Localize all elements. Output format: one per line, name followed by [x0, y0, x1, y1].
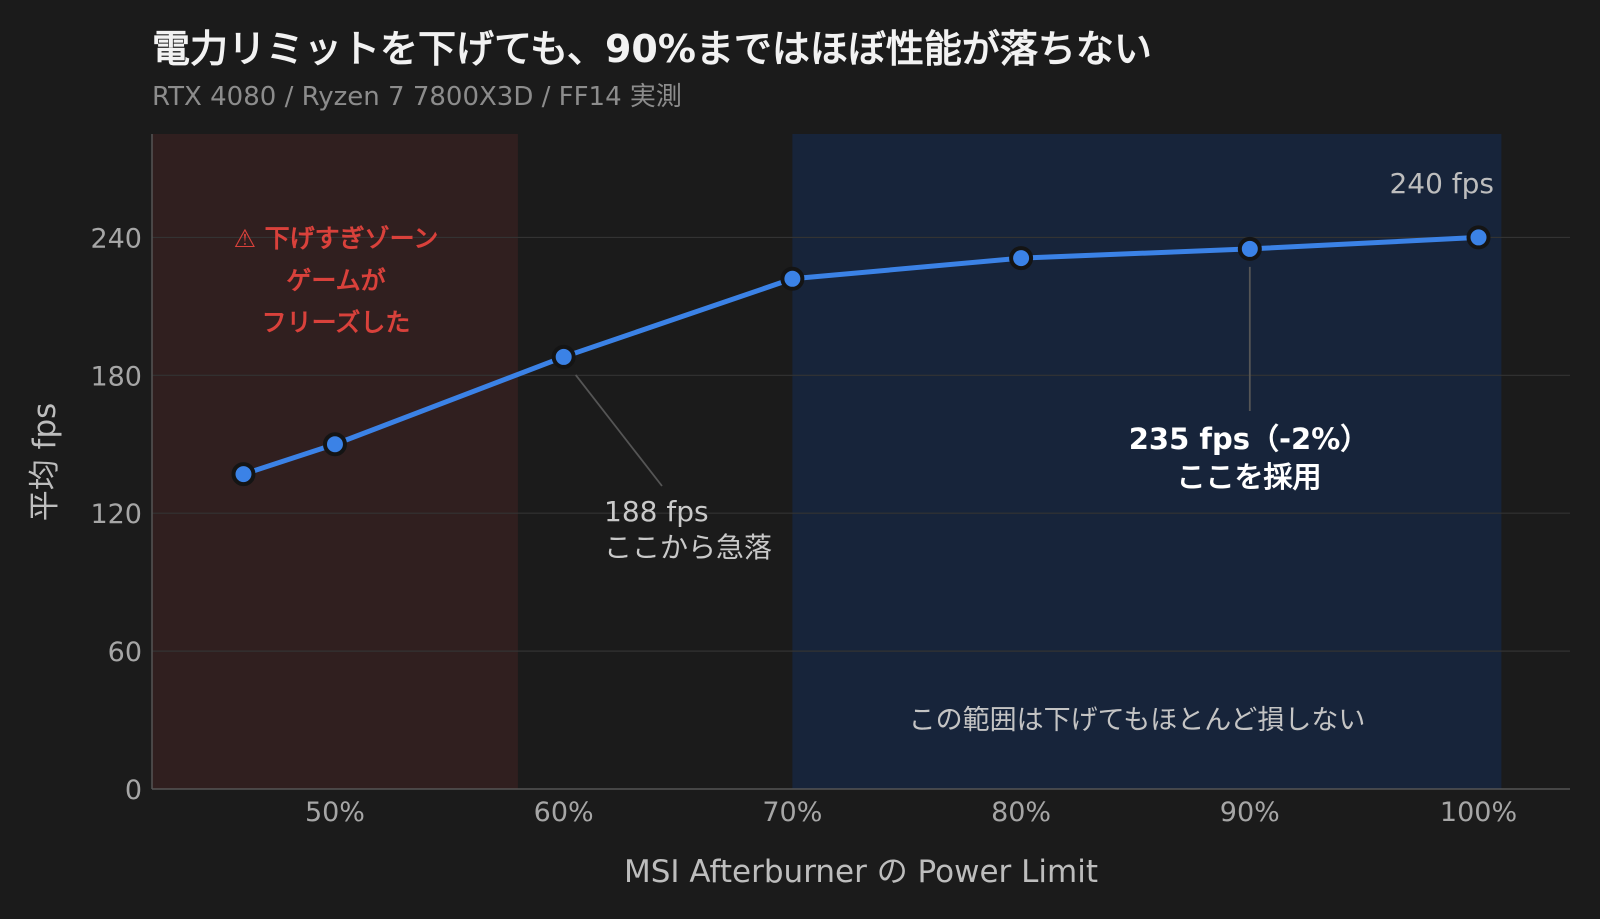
y-axis-label: 平均 fps	[27, 403, 63, 522]
leader-line-188	[574, 374, 663, 487]
data-point	[1237, 236, 1262, 261]
chart-title: 電力リミットを下げても、90%まではほぼ性能が落ちない	[152, 27, 1152, 71]
danger-zone-text: フリーズした	[262, 308, 411, 337]
x-tick-label: 50%	[305, 797, 365, 828]
x-tick-label: 90%	[1220, 797, 1280, 828]
y-tick-label: 240	[90, 223, 142, 254]
annotation-235-text: 235 fps（-2%）	[1129, 422, 1370, 456]
y-tick-label: 0	[125, 775, 142, 806]
danger-zone-warning-text: ⚠ 下げすぎゾーン	[234, 224, 439, 253]
axes	[151, 134, 1570, 790]
y-tick-label: 120	[90, 499, 142, 530]
annotation-188-text: ここから急落	[604, 531, 772, 564]
safe-zone-region	[792, 134, 1502, 789]
x-tick-label: 70%	[762, 797, 822, 828]
x-tick-label: 60%	[534, 797, 594, 828]
chart-subtitle: RTX 4080 / Ryzen 7 7800X3D / FF14 実測	[152, 82, 682, 112]
x-tick-label: 80%	[991, 797, 1051, 828]
tick-labels: 0 60 120 180 240 50% 60% 70% 80% 90% 100%	[90, 223, 1517, 828]
x-axis-label: MSI Afterburner の Power Limit	[624, 854, 1098, 890]
data-point	[1466, 225, 1491, 250]
data-point	[780, 266, 805, 291]
x-tick-label: 100%	[1440, 797, 1517, 828]
gridlines	[152, 236, 1570, 652]
annotation-240-label: 240 fps	[1389, 167, 1494, 200]
annotation-188-text: 188 fps	[604, 495, 709, 528]
annotation-235-text: ここを採用	[1176, 460, 1321, 494]
data-point	[1009, 246, 1034, 271]
y-tick-label: 60	[108, 637, 142, 668]
data-point	[231, 462, 256, 487]
data-point	[322, 432, 347, 457]
annotation-leaders	[574, 266, 1251, 487]
safe-zone-note: この範囲は下げてもほとんど損しない	[909, 705, 1366, 736]
danger-zone-text: ゲームが	[286, 266, 385, 295]
data-point	[551, 344, 576, 369]
series-layer	[231, 225, 1491, 487]
danger-zone-region	[152, 134, 518, 789]
y-tick-label: 180	[90, 361, 142, 392]
